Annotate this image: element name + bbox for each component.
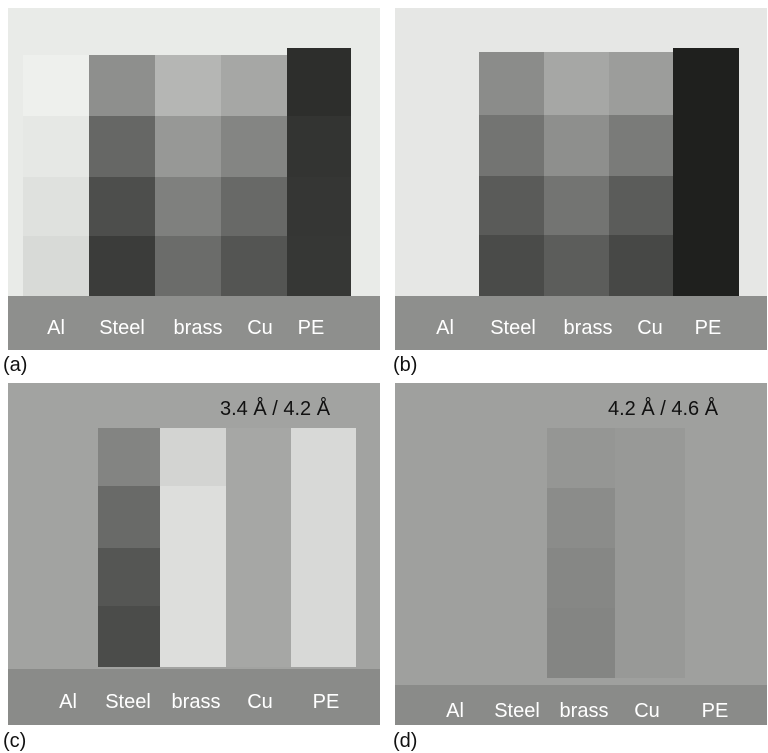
- steel-step-2: [98, 486, 160, 548]
- brass-step-4: [547, 608, 615, 678]
- label-al: Al: [436, 317, 454, 339]
- label-pe: PE: [694, 317, 722, 339]
- brass-step-1: [547, 428, 615, 488]
- label-steel: Steel: [494, 700, 540, 722]
- panel-a-image: Al Steel brass Cu PE: [8, 8, 380, 350]
- label-al: Al: [47, 317, 65, 339]
- steel-step-1: [479, 52, 544, 115]
- panel-d-image: 4.2 Å / 4.6 Å Al Steel brass Cu PE: [395, 383, 767, 725]
- label-pe: PE: [701, 700, 729, 722]
- steel-step-1: [89, 55, 155, 116]
- al-step-3: [23, 177, 89, 236]
- cu-step-4: [609, 235, 673, 296]
- pe-column: [291, 428, 356, 667]
- label-steel: Steel: [99, 317, 145, 339]
- label-pe: PE: [297, 317, 325, 339]
- brass-step-1: [544, 52, 609, 115]
- steel-step-4: [98, 606, 160, 667]
- pe-column: [673, 48, 739, 296]
- label-steel: Steel: [105, 691, 151, 713]
- cu-step-2: [609, 115, 673, 176]
- brass-step-4: [544, 235, 609, 296]
- label-cu: Cu: [247, 317, 273, 339]
- label-cu: Cu: [634, 700, 660, 722]
- brass-step-1: [155, 55, 221, 116]
- steel-step-4: [479, 235, 544, 296]
- wavelength-ratio: 3.4 Å / 4.2 Å: [220, 398, 331, 420]
- panel-c-tag: (c): [3, 730, 27, 752]
- brass-step-3: [547, 548, 615, 608]
- label-steel: Steel: [490, 317, 536, 339]
- pe-step-2: [287, 116, 351, 177]
- steel-step-1: [98, 428, 160, 486]
- brass-step-2: [160, 486, 226, 667]
- steel-step-2: [89, 116, 155, 177]
- steel-step-3: [89, 177, 155, 236]
- base-strip: [8, 669, 380, 725]
- pe-step-3: [287, 177, 351, 236]
- cu-step-2: [221, 116, 287, 177]
- brass-step-2: [547, 488, 615, 548]
- label-brass: brass: [173, 317, 223, 339]
- brass-step-2: [544, 115, 609, 176]
- base-strip: [395, 296, 767, 350]
- panel-c-image: 3.4 Å / 4.2 Å Al Steel brass Cu PE: [8, 383, 380, 725]
- cu-step-3: [609, 176, 673, 235]
- pe-step-1: [287, 48, 351, 116]
- cu-column: [615, 428, 685, 678]
- al-step-1: [23, 55, 89, 116]
- label-al: Al: [446, 700, 464, 722]
- pe-step-4: [287, 236, 351, 296]
- label-cu: Cu: [637, 317, 663, 339]
- label-brass: brass: [563, 317, 613, 339]
- base-strip: [395, 685, 767, 725]
- cu-step-1: [221, 55, 287, 116]
- base-strip: [8, 296, 380, 350]
- panel-b-image: Al Steel brass Cu PE: [395, 8, 767, 350]
- cu-step-1: [609, 52, 673, 115]
- steel-step-3: [98, 548, 160, 606]
- panel-a-tag: (a): [3, 354, 28, 376]
- steel-step-3: [479, 176, 544, 235]
- steel-step-2: [479, 115, 544, 176]
- steel-step-4: [89, 236, 155, 296]
- label-brass: brass: [559, 700, 609, 722]
- label-pe: PE: [312, 691, 340, 713]
- al-step-4: [23, 236, 89, 296]
- brass-step-3: [155, 177, 221, 236]
- panel-d-tag: (d): [393, 730, 418, 752]
- brass-step-1: [160, 428, 226, 486]
- label-brass: brass: [171, 691, 221, 713]
- label-cu: Cu: [247, 691, 273, 713]
- cu-step-4: [221, 236, 287, 296]
- brass-step-3: [544, 176, 609, 235]
- al-step-2: [23, 116, 89, 177]
- cu-column: [226, 428, 291, 667]
- panel-b-tag: (b): [393, 354, 418, 376]
- wavelength-ratio: 4.2 Å / 4.6 Å: [608, 398, 719, 420]
- label-al: Al: [59, 691, 77, 713]
- brass-step-2: [155, 116, 221, 177]
- brass-step-4: [155, 236, 221, 296]
- cu-step-3: [221, 177, 287, 236]
